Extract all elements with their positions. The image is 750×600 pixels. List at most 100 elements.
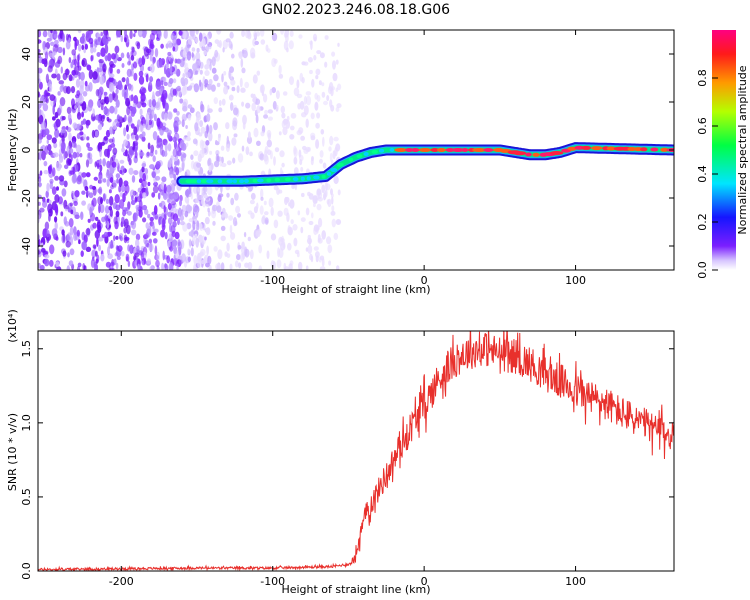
noise-speckle [225, 143, 230, 152]
noise-speckle [68, 132, 72, 142]
ridge-peak [418, 148, 432, 152]
noise-speckle [335, 219, 342, 225]
noise-speckle [73, 36, 77, 42]
ridge-peak [513, 151, 527, 156]
noise-speckle [88, 69, 94, 80]
noise-speckle [252, 74, 258, 84]
noise-speckle [170, 179, 176, 184]
noise-speckle [40, 248, 46, 253]
noise-speckle [266, 139, 272, 148]
x-tick-label: -100 [260, 274, 285, 287]
noise-speckle [218, 107, 223, 113]
noise-speckle [124, 190, 128, 196]
noise-speckle [272, 100, 277, 110]
noise-speckle [254, 40, 259, 46]
noise-speckle [123, 139, 128, 147]
noise-speckle [101, 216, 106, 223]
noise-speckle [53, 142, 58, 149]
noise-speckle [253, 93, 256, 104]
noise-speckle [57, 46, 63, 54]
noise-speckle [177, 239, 181, 247]
noise-speckle [74, 58, 77, 66]
noise-speckle [236, 254, 241, 261]
noise-speckle [96, 162, 100, 170]
noise-speckle [68, 218, 74, 228]
noise-speckle [187, 256, 191, 263]
noise-speckle [84, 80, 88, 87]
noise-speckle [201, 37, 206, 48]
noise-speckle [282, 91, 288, 96]
noise-speckle [211, 56, 216, 67]
noise-speckle [204, 236, 207, 241]
noise-speckle [42, 228, 48, 239]
noise-speckle [136, 101, 142, 109]
noise-speckle [141, 87, 147, 94]
noise-speckle [144, 208, 149, 215]
noise-speckle [142, 123, 146, 129]
noise-speckle [290, 219, 294, 225]
noise-speckle [243, 231, 247, 238]
noise-speckle [229, 224, 233, 234]
noise-speckle [173, 254, 176, 264]
noise-speckle [256, 105, 261, 114]
noise-speckle [273, 156, 276, 166]
noise-speckle [207, 157, 212, 166]
noise-speckle [139, 108, 143, 116]
noise-speckle [329, 135, 334, 146]
noise-speckle [38, 103, 42, 109]
noise-speckle [264, 149, 268, 158]
noise-speckle [113, 106, 118, 115]
noise-speckle [221, 98, 226, 106]
noise-speckle [141, 166, 145, 173]
noise-speckle [299, 72, 304, 82]
colorbar-tick-label: 0.0 [696, 261, 709, 279]
noise-speckle [167, 192, 171, 203]
noise-speckle [38, 39, 42, 44]
noise-speckle [93, 176, 99, 181]
noise-speckle [204, 130, 208, 139]
ridge-peak [405, 148, 414, 152]
noise-speckle [109, 126, 114, 135]
noise-speckle [315, 68, 321, 76]
ridge-peak [640, 147, 648, 152]
noise-speckle [192, 34, 196, 41]
noise-speckle [61, 229, 65, 236]
noise-speckle [241, 145, 245, 152]
noise-speckle [53, 152, 59, 158]
noise-speckle [167, 159, 172, 168]
snr-panel: 0.0 0.5 1.0 1.5 -200 -100 0 100 Height of stra… [6, 309, 675, 596]
noise-speckle [161, 126, 166, 131]
noise-speckle [147, 142, 151, 150]
noise-speckle [81, 57, 88, 68]
noise-speckle [166, 255, 171, 264]
noise-speckle [249, 199, 255, 205]
noise-speckle [74, 190, 80, 198]
snr-y-ticks: 0.0 0.5 1.0 1.5 [20, 340, 674, 580]
snr-plot-area [38, 331, 674, 571]
noise-speckle [145, 222, 150, 229]
noise-speckle [113, 216, 118, 225]
noise-speckle [58, 80, 65, 85]
noise-speckle [108, 138, 114, 143]
noise-speckle [92, 71, 98, 80]
noise-speckle [38, 250, 41, 255]
noise-speckle [145, 73, 149, 83]
noise-speckle [91, 129, 95, 139]
noise-speckle [109, 267, 115, 270]
noise-speckle [172, 239, 178, 247]
noise-speckle [220, 262, 225, 270]
noise-speckle [155, 175, 161, 181]
noise-speckle [104, 96, 110, 105]
noise-speckle [164, 102, 169, 112]
noise-speckle [195, 237, 199, 248]
noise-speckle [128, 167, 134, 175]
noise-speckle [258, 244, 263, 254]
noise-speckle [320, 129, 325, 135]
noise-speckle [310, 112, 315, 120]
noise-speckle [188, 218, 194, 223]
noise-speckle [41, 150, 46, 161]
noise-speckle [115, 210, 120, 218]
ridge-peak [411, 148, 420, 152]
noise-speckle [326, 236, 332, 245]
noise-speckle [124, 37, 127, 43]
